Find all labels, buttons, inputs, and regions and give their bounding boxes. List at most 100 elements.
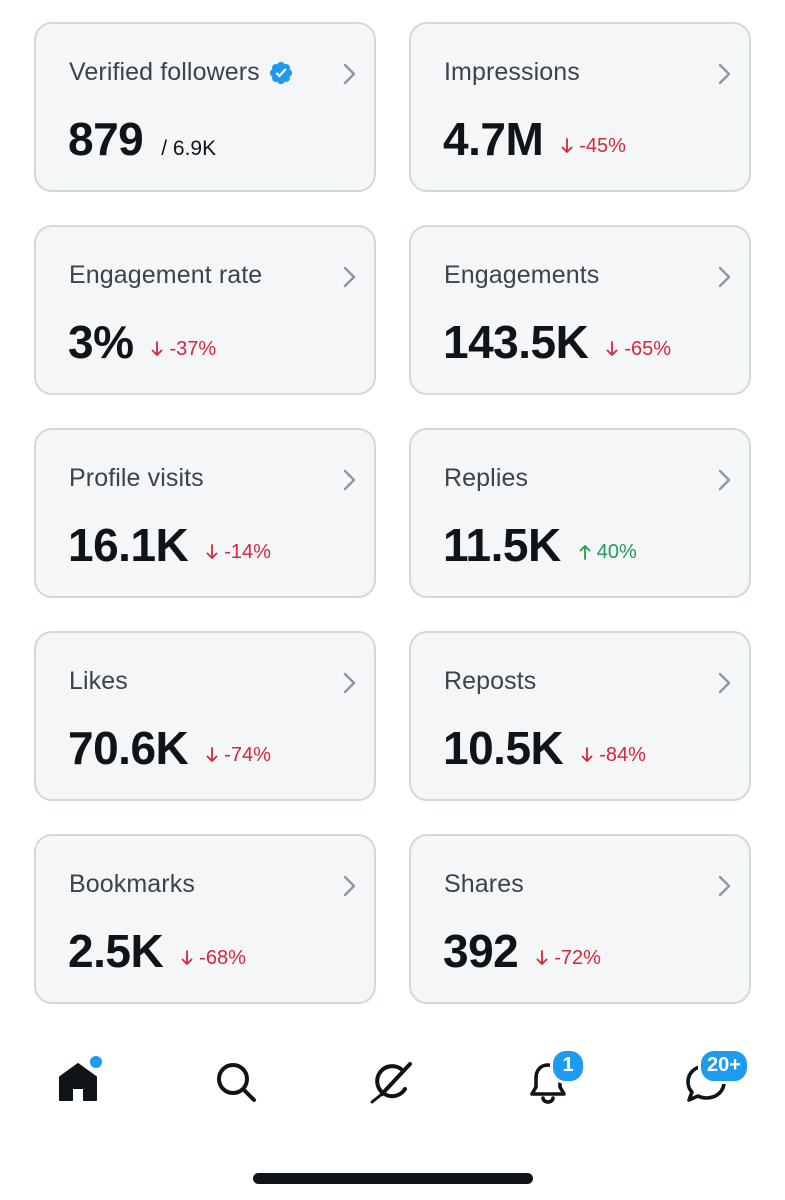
arrow-up-icon bbox=[579, 545, 591, 560]
arrow-down-icon bbox=[206, 747, 218, 762]
card-title-label: Replies bbox=[444, 464, 529, 492]
card-title: Likes bbox=[69, 667, 128, 696]
metric-delta: -84% bbox=[581, 744, 646, 767]
tab-grok[interactable] bbox=[364, 1054, 420, 1110]
metric-delta-value: -74% bbox=[224, 743, 271, 766]
metric-delta: -45% bbox=[561, 135, 626, 158]
card-title: Engagement rate bbox=[69, 261, 262, 290]
tab-notifications[interactable]: 1 bbox=[520, 1048, 586, 1110]
chevron-right-icon bbox=[343, 63, 356, 85]
chevron-right-icon bbox=[343, 469, 356, 491]
card-title-label: Impressions bbox=[444, 58, 580, 86]
metric-delta: -72% bbox=[536, 947, 601, 970]
arrow-down-icon bbox=[181, 950, 193, 965]
card-title: Bookmarks bbox=[69, 870, 195, 899]
metric-value: 70.6K bbox=[68, 722, 189, 774]
chevron-right-icon bbox=[718, 63, 731, 85]
card-title: Engagements bbox=[444, 261, 599, 290]
card-verified-followers[interactable]: Verified followers 879 / 6.9K bbox=[34, 22, 376, 192]
bottom-tab-bar: 1 20+ bbox=[0, 1040, 785, 1120]
card-title-label: Engagements bbox=[444, 261, 600, 289]
card-profile-visits[interactable]: Profile visits 16.1K -14% bbox=[34, 428, 376, 598]
card-title-label: Likes bbox=[69, 667, 128, 695]
value-row: 3% -37% bbox=[68, 315, 216, 369]
metric-value: 10.5K bbox=[443, 722, 564, 774]
metric-delta-value: -72% bbox=[554, 946, 601, 969]
value-row: 2.5K -68% bbox=[68, 924, 246, 978]
metric-delta-value: -14% bbox=[224, 540, 271, 563]
value-row: 70.6K -74% bbox=[68, 721, 271, 775]
metric-delta: -74% bbox=[206, 744, 271, 767]
card-title: Profile visits bbox=[69, 464, 204, 493]
metric-total: / 6.9K bbox=[161, 137, 217, 160]
metric-delta: 40% bbox=[579, 541, 637, 564]
chevron-right-icon bbox=[718, 469, 731, 491]
value-row: 392 -72% bbox=[443, 924, 601, 978]
chevron-right-icon bbox=[343, 672, 356, 694]
card-title-label: Profile visits bbox=[69, 464, 204, 492]
metrics-grid: Verified followers 879 / 6.9K Impression… bbox=[34, 22, 751, 1004]
value-row: 879 / 6.9K bbox=[68, 112, 216, 166]
value-row: 16.1K -14% bbox=[68, 518, 271, 572]
metric-value: 2.5K bbox=[68, 925, 164, 977]
metric-value: 4.7M bbox=[443, 113, 544, 165]
card-bookmarks[interactable]: Bookmarks 2.5K -68% bbox=[34, 834, 376, 1004]
tab-home[interactable] bbox=[50, 1054, 106, 1110]
metric-value: 16.1K bbox=[68, 519, 189, 571]
value-row: 4.7M -45% bbox=[443, 112, 626, 166]
card-engagements[interactable]: Engagements 143.5K -65% bbox=[409, 225, 751, 395]
arrow-down-icon bbox=[536, 950, 548, 965]
card-title: Shares bbox=[444, 870, 524, 899]
card-title-label: Shares bbox=[444, 870, 524, 898]
value-row: 143.5K -65% bbox=[443, 315, 671, 369]
metric-value: 143.5K bbox=[443, 316, 589, 368]
metric-value: 3% bbox=[68, 316, 134, 368]
arrow-down-icon bbox=[561, 138, 573, 153]
chevron-right-icon bbox=[718, 875, 731, 897]
metric-delta-value: -37% bbox=[169, 337, 217, 360]
metric-delta: -37% bbox=[151, 338, 216, 361]
card-engagement-rate[interactable]: Engagement rate 3% -37% bbox=[34, 225, 376, 395]
card-shares[interactable]: Shares 392 -72% bbox=[409, 834, 751, 1004]
chevron-right-icon bbox=[718, 672, 731, 694]
grok-icon bbox=[370, 1062, 412, 1104]
card-title-label: Bookmarks bbox=[69, 870, 195, 898]
arrow-down-icon bbox=[606, 341, 618, 356]
metric-delta-value: -68% bbox=[199, 946, 246, 969]
card-title-label: Engagement rate bbox=[69, 261, 263, 289]
verified-badge-icon bbox=[269, 61, 292, 84]
card-likes[interactable]: Likes 70.6K -74% bbox=[34, 631, 376, 801]
arrow-down-icon bbox=[152, 341, 163, 356]
search-icon bbox=[217, 1063, 256, 1102]
card-title-label: Reposts bbox=[444, 667, 537, 695]
arrow-down-icon bbox=[206, 544, 218, 559]
card-reposts[interactable]: Reposts 10.5K -84% bbox=[409, 631, 751, 801]
metric-value: 11.5K bbox=[443, 519, 561, 571]
chevron-right-icon bbox=[718, 266, 731, 288]
home-indicator bbox=[253, 1173, 533, 1184]
value-row: 11.5K 40% bbox=[443, 518, 637, 572]
card-title-label: Verified followers bbox=[69, 58, 260, 86]
metric-delta-value: 40% bbox=[596, 540, 637, 563]
arrow-down-icon bbox=[581, 747, 593, 762]
card-title: Replies bbox=[444, 464, 528, 493]
metric-delta-value: -84% bbox=[599, 743, 646, 766]
notifications-badge: 1 bbox=[550, 1048, 586, 1084]
messages-badge: 20+ bbox=[698, 1048, 750, 1084]
metric-delta-value: -65% bbox=[624, 337, 672, 360]
card-replies[interactable]: Replies 11.5K 40% bbox=[409, 428, 751, 598]
tab-messages[interactable]: 20+ bbox=[678, 1048, 750, 1110]
home-unread-dot bbox=[88, 1054, 104, 1070]
card-title: Impressions bbox=[444, 58, 580, 87]
metric-delta-value: -45% bbox=[579, 134, 626, 157]
value-row: 10.5K -84% bbox=[443, 721, 646, 775]
metric-delta: -65% bbox=[606, 338, 671, 361]
home-icon bbox=[59, 1063, 97, 1101]
card-impressions[interactable]: Impressions 4.7M -45% bbox=[409, 22, 751, 192]
tab-search[interactable] bbox=[208, 1054, 264, 1110]
metric-delta: -68% bbox=[181, 947, 246, 970]
card-title: Reposts bbox=[444, 667, 536, 696]
chevron-right-icon bbox=[343, 266, 356, 288]
metric-value: 392 bbox=[443, 925, 519, 977]
card-title: Verified followers bbox=[69, 58, 294, 87]
